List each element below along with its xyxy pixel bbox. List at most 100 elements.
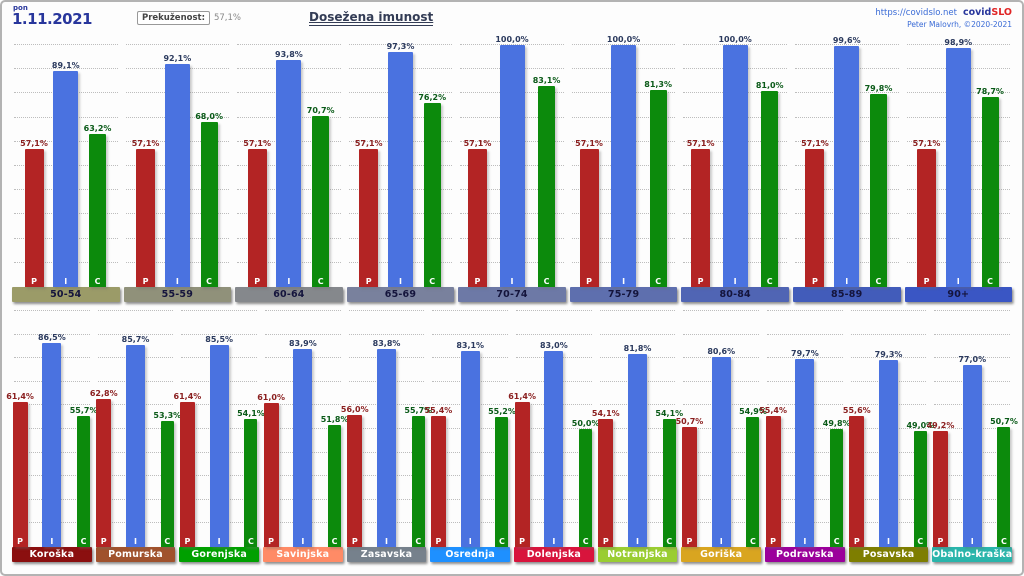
bar-value-label: 83,9% bbox=[288, 339, 317, 348]
bar-group-P: 55,4% P bbox=[759, 311, 787, 547]
plot-area: 56,0% P 83,8% I 55,7% C bbox=[341, 310, 432, 547]
bar-group-C: 51,8% C bbox=[321, 311, 349, 547]
bar-group-C: 54,9% C bbox=[739, 311, 767, 547]
bar-value-label: 57,1% bbox=[243, 138, 272, 148]
site-url-link[interactable]: https://covidslo.net bbox=[875, 8, 957, 18]
bar-I: I bbox=[945, 47, 971, 287]
bar-C: C bbox=[77, 415, 91, 547]
gridline-100 bbox=[599, 310, 676, 311]
plot-area: 61,4% P 83,0% I 50,0% C bbox=[508, 310, 600, 547]
category-label-Obalno-kraška: Obalno-kraška bbox=[932, 547, 1013, 562]
category-label-65-69: 65-69 bbox=[346, 287, 455, 302]
bar-group-I: 83,0% I bbox=[540, 311, 568, 547]
age-groups-chart-80-84: 57,1% P 100,0% I 81,0% C 80-84 bbox=[681, 35, 789, 302]
bar-group-P: 56,0% P bbox=[341, 311, 369, 547]
bar-P: P bbox=[179, 402, 195, 547]
category-label-Koroška: Koroška bbox=[12, 547, 92, 562]
gridline-100 bbox=[516, 310, 592, 311]
category-label-90+: 90+ bbox=[904, 287, 1013, 302]
bar-I: I bbox=[293, 349, 313, 547]
bar-group-P: 57,1% P bbox=[801, 45, 829, 287]
bar-group-P: 61,4% P bbox=[6, 311, 34, 547]
bar-group-C: 55,7% C bbox=[70, 311, 97, 547]
regions-chart-Podravska: 55,4% P 79,7% I 49,8% C Podravska bbox=[759, 310, 851, 562]
bar-group-I: 92,1% I bbox=[163, 45, 191, 287]
bar-group-C: 54,1% C bbox=[237, 311, 265, 547]
bar-series-letter: P bbox=[268, 537, 275, 546]
bar-I: I bbox=[962, 365, 982, 547]
bar-P: P bbox=[514, 402, 530, 547]
age-groups-row: 57,1% P 89,1% I 63,2% C 50-54 57,1% P 92,1% I 68,0%… bbox=[2, 35, 1022, 302]
bar-P: P bbox=[681, 427, 697, 547]
category-label-Podravska: Podravska bbox=[765, 547, 845, 562]
bar-series-letter: P bbox=[31, 277, 37, 286]
bar-group-P: 50,7% P bbox=[675, 311, 704, 547]
bar-value-label: 50,7% bbox=[675, 417, 704, 427]
bar-value-label: 76,2% bbox=[418, 92, 447, 102]
age-groups-chart-85-89: 57,1% P 99,6% I 79,8% C 85-89 bbox=[792, 36, 901, 302]
bar-series-letter: C bbox=[429, 277, 436, 286]
bar-C: C bbox=[997, 427, 1011, 547]
bar-C: C bbox=[869, 93, 887, 287]
regions-chart-Dolenjska: 61,4% P 83,0% I 50,0% C Dolenjska bbox=[508, 310, 600, 562]
bar-I: I bbox=[611, 45, 637, 287]
bar-group-I: 85,7% I bbox=[122, 311, 149, 547]
category-label-Pomurska: Pomurska bbox=[95, 547, 176, 562]
plot-area: 55,4% P 83,1% I 55,2% C bbox=[425, 310, 516, 547]
gridline-90 bbox=[599, 333, 676, 335]
bar-value-label: 63,2% bbox=[83, 124, 112, 134]
gridline-90 bbox=[14, 68, 118, 70]
bar-group-P: 61,0% P bbox=[257, 311, 285, 547]
bar-series-letter: P bbox=[602, 537, 609, 546]
bar-C: C bbox=[244, 419, 258, 547]
gridline-100 bbox=[14, 44, 118, 45]
bar-series-letter: P bbox=[937, 537, 944, 546]
bar-group-I: 83,1% I bbox=[456, 311, 484, 547]
bar-group-I: 100,0% I bbox=[718, 35, 752, 287]
age-groups-chart-90+: 57,1% P 98,9% I 78,7% C 90+ bbox=[904, 38, 1013, 302]
category-label-Notranjska: Notranjska bbox=[597, 547, 678, 562]
date-value: 1.11.2021 bbox=[12, 10, 92, 28]
bar-P: P bbox=[598, 419, 614, 547]
plot-area: 50,7% P 80,6% I 54,9% C bbox=[676, 310, 767, 547]
bar-series-letter: C bbox=[331, 537, 338, 546]
bar-value-label: 57,1% bbox=[131, 138, 160, 148]
bar-series-letter: I bbox=[385, 537, 388, 546]
gridline-100 bbox=[571, 44, 676, 45]
bar-value-label: 83,8% bbox=[372, 339, 401, 349]
bar-I: I bbox=[276, 60, 302, 287]
bar-series-letter: I bbox=[217, 537, 221, 546]
gridline-90 bbox=[432, 333, 509, 335]
bar-series-letter: C bbox=[1001, 537, 1007, 546]
bar-value-label: 100,0% bbox=[718, 35, 752, 44]
bar-group-I: 79,3% I bbox=[874, 311, 903, 547]
bar-series-letter: C bbox=[766, 277, 773, 286]
bar-value-label: 79,3% bbox=[874, 349, 903, 359]
bar-value-label: 50,7% bbox=[990, 417, 1018, 427]
category-label-Osrednja: Osrednja bbox=[430, 547, 511, 562]
bar-value-label: 57,1% bbox=[912, 138, 941, 148]
plot-area: 57,1% P 89,1% I 63,2% C bbox=[12, 44, 120, 287]
bar-I: I bbox=[42, 342, 62, 547]
bar-series-letter: C bbox=[833, 537, 840, 546]
bar-series-letter: P bbox=[770, 537, 777, 546]
bar-series-letter: I bbox=[552, 537, 556, 546]
bar-group-C: 53,3% C bbox=[153, 311, 181, 547]
category-label-60-64: 60-64 bbox=[235, 287, 343, 302]
bar-series-letter: C bbox=[666, 537, 673, 546]
bar-group-I: 100,0% I bbox=[495, 35, 529, 287]
bar-C: C bbox=[538, 85, 556, 287]
gridline-100 bbox=[794, 44, 899, 45]
bar-value-label: 86,5% bbox=[37, 332, 66, 342]
bar-I: I bbox=[387, 51, 413, 287]
bar-group-C: 81,3% C bbox=[644, 45, 672, 287]
bar-group-C: 55,2% C bbox=[488, 311, 516, 547]
bar-value-label: 54,1% bbox=[591, 409, 620, 419]
gridline-100 bbox=[906, 44, 1011, 45]
bar-group-P: 57,1% P bbox=[20, 45, 48, 287]
bar-group-P: 57,1% P bbox=[131, 45, 160, 287]
gridline-90 bbox=[265, 333, 341, 335]
bar-group-I: 97,3% I bbox=[387, 42, 414, 287]
bar-group-I: 86,5% I bbox=[38, 311, 66, 547]
bar-I: I bbox=[544, 351, 564, 547]
